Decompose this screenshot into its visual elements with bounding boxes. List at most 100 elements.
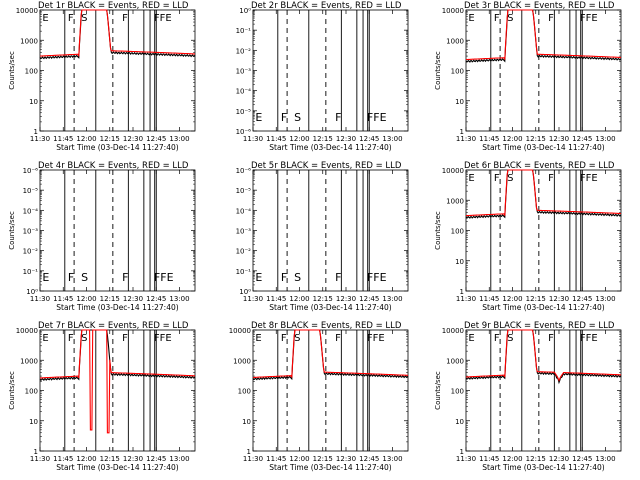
- x-tick-label: 12:30: [549, 295, 569, 303]
- panel-4: Det 4r BLACK = Events, RED = LLD 10⁰ 10⁻¹ 1…: [8, 161, 196, 312]
- x-tick-label: 12:15: [313, 455, 333, 463]
- plot-frame: [252, 329, 409, 452]
- panel-title: Det 6r BLACK = Events, RED = LLD: [464, 161, 615, 171]
- marker-label: F: [281, 111, 287, 124]
- marker-label: F: [494, 173, 500, 184]
- y-tick-label: 10⁻²: [236, 47, 252, 55]
- marker-label: F: [548, 13, 554, 24]
- panel-title: Det 2r BLACK = Events, RED = LLD: [251, 1, 402, 11]
- x-tick-label: 12:00: [289, 135, 309, 143]
- x-tick-label: 12:00: [502, 455, 522, 463]
- x-tick-label: 13:00: [382, 295, 402, 303]
- marker-label: F: [122, 271, 128, 284]
- marker-label: E: [255, 111, 262, 124]
- x-tick-label: 12:15: [100, 455, 120, 463]
- x-tick-label: 12:45: [572, 135, 592, 143]
- marker-label: FFE: [154, 271, 174, 284]
- marker-label: S: [507, 333, 513, 344]
- y-tick-label: 100: [25, 388, 38, 396]
- marker-label: S: [81, 333, 87, 344]
- x-axis-label: Start Time (03-Dec-14 11:27:40): [269, 303, 391, 312]
- panel-title: Det 5r BLACK = Events, RED = LLD: [251, 161, 402, 171]
- panel-5: Det 5r BLACK = Events, RED = LLD 10⁰ 10⁻¹ 1…: [236, 161, 409, 312]
- x-tick-label: 11:45: [266, 455, 286, 463]
- events-series-line: [465, 329, 622, 385]
- marker-label: E: [468, 173, 474, 184]
- panel-1: Det 1r BLACK = Events, RED = LLD 1 10 100 10…: [8, 1, 196, 152]
- x-tick-label: 12:45: [359, 295, 379, 303]
- marker-label: FFE: [154, 13, 172, 24]
- y-tick-label: 10: [455, 258, 464, 266]
- lld-series-line: [252, 329, 408, 379]
- marker-label: S: [507, 173, 513, 184]
- marker-label: S: [81, 271, 88, 284]
- y-tick-label: 1000: [233, 357, 251, 365]
- x-tick-label: 12:00: [289, 295, 309, 303]
- x-tick-label: 11:45: [53, 295, 73, 303]
- y-tick-label: 10⁻⁵: [23, 187, 39, 195]
- y-tick-label: 10⁻⁶: [236, 167, 252, 175]
- marker-label: FFE: [367, 271, 387, 284]
- marker-label: E: [42, 333, 48, 344]
- x-tick-label: 11:30: [30, 455, 50, 463]
- lld-series-line: [466, 169, 621, 217]
- y-tick-label: 10: [242, 418, 251, 426]
- panel-title: Det 1r BLACK = Events, RED = LLD: [38, 1, 189, 11]
- marker-label: S: [81, 13, 87, 24]
- y-tick-label: 10⁻¹: [236, 27, 252, 35]
- x-axis-label: Start Time (03-Dec-14 11:27:40): [56, 303, 178, 312]
- x-tick-label: 11:30: [456, 135, 476, 143]
- y-tick-label: 10000: [442, 167, 464, 175]
- plot-frame: [465, 169, 622, 292]
- y-tick-label: 10⁻⁵: [236, 108, 252, 116]
- y-tick-label: 1000: [446, 197, 464, 205]
- x-tick-label: 11:30: [243, 295, 263, 303]
- plot-frame: [465, 329, 622, 452]
- marker-label: FFE: [367, 111, 387, 124]
- marker-label: F: [122, 13, 128, 24]
- panel-7: Det 7r BLACK = Events, RED = LLD 1 10 100 10…: [8, 321, 196, 472]
- x-tick-label: 11:45: [53, 135, 73, 143]
- y-axis-label: Counts/sec: [8, 211, 16, 250]
- x-tick-label: 12:45: [359, 135, 379, 143]
- x-tick-label: 12:45: [359, 455, 379, 463]
- panel-9: Det 9r BLACK = Events, RED = LLD 1 10 100 10…: [434, 321, 622, 472]
- y-tick-label: 1: [460, 128, 464, 136]
- y-tick-label: 10⁻¹: [23, 268, 39, 276]
- marker-label: S: [294, 111, 301, 124]
- panel-6: Det 6r BLACK = Events, RED = LLD 1 10 100 10…: [434, 161, 622, 312]
- marker-label: E: [42, 271, 49, 284]
- x-tick-label: 12:45: [146, 295, 166, 303]
- plot-frame: [39, 329, 196, 452]
- x-tick-label: 13:00: [595, 135, 615, 143]
- marker-label: FFE: [580, 13, 598, 24]
- y-tick-label: 10000: [442, 7, 464, 15]
- events-series-line: [252, 329, 409, 381]
- y-tick-label: 100: [25, 68, 38, 76]
- panel-2: Det 2r BLACK = Events, RED = LLD 10⁻⁶ 10⁻⁵…: [236, 1, 409, 152]
- y-tick-label: 10⁻²: [23, 248, 39, 256]
- marker-label: F: [122, 333, 128, 344]
- y-tick-label: 10⁻³: [23, 228, 39, 236]
- x-axis-label: Start Time (03-Dec-14 11:27:40): [56, 143, 178, 152]
- y-tick-label: 10: [29, 418, 38, 426]
- x-tick-label: 12:30: [123, 295, 143, 303]
- x-tick-label: 13:00: [169, 295, 189, 303]
- marker-label: FFE: [580, 333, 598, 344]
- x-tick-label: 12:15: [100, 135, 120, 143]
- marker-label: F: [335, 271, 341, 284]
- x-tick-label: 11:30: [456, 295, 476, 303]
- marker-label: F: [335, 333, 341, 344]
- x-tick-label: 11:30: [243, 135, 263, 143]
- x-axis-label: Start Time (03-Dec-14 11:27:40): [482, 143, 604, 152]
- y-tick-label: 1000: [20, 357, 38, 365]
- plot-frame: [39, 9, 196, 132]
- x-tick-label: 13:00: [382, 455, 402, 463]
- lld-series-line: [465, 9, 621, 61]
- lld-series-line: [39, 9, 195, 57]
- y-tick-label: 10⁻⁶: [236, 128, 252, 136]
- marker-label: F: [548, 333, 554, 344]
- x-tick-label: 12:00: [76, 295, 96, 303]
- marker-label: S: [507, 13, 513, 24]
- panel-title: Det 4r BLACK = Events, RED = LLD: [38, 161, 189, 171]
